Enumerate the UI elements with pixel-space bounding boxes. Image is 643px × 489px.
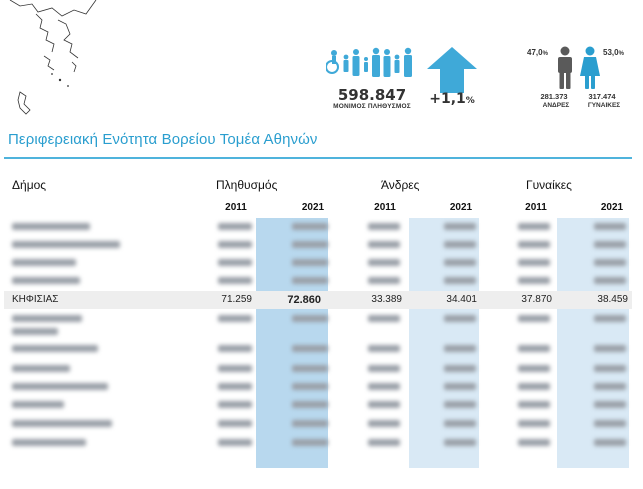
male-percentage: 47,0% (527, 48, 548, 57)
region-map (9, 0, 97, 115)
male-pct-sign: % (542, 51, 548, 57)
male-count: 281.373 (540, 92, 568, 101)
blurred-row (4, 274, 632, 290)
female-pct-sign: % (618, 51, 624, 57)
region-title: Περιφερειακή Ενότητα Βορείου Τομέα Αθηνώ… (8, 131, 318, 148)
female-label: ΓΥΝΑΙΚΕΣ (587, 102, 621, 109)
blurred-row (4, 238, 632, 254)
blurred-row (4, 398, 632, 414)
col-women: Γυναίκες (526, 178, 572, 192)
female-percentage: 53,0% (603, 48, 624, 57)
blurred-row (4, 436, 632, 452)
blurred-row (4, 417, 632, 433)
title-divider (4, 157, 632, 159)
municipality-name: ΚΗΦΙΣΙΑΣ (12, 294, 59, 305)
col-municipality: Δήμος (12, 178, 47, 192)
male-pct-value: 47,0 (527, 48, 543, 57)
pop-2021-value: 72.860 (287, 294, 321, 306)
blurred-row (4, 256, 632, 272)
men-2011-value: 33.389 (371, 294, 402, 305)
blurred-row (4, 220, 632, 236)
male-icon (558, 46, 572, 89)
male-label: ΑΝΔΡΕΣ (542, 102, 570, 109)
blurred-row (4, 380, 632, 396)
population-change: +1,1% (426, 91, 478, 107)
col-men: Άνδρες (381, 178, 420, 192)
year-pop-2011: 2011 (225, 202, 247, 213)
blurred-row (4, 362, 632, 378)
year-men-2021: 2021 (449, 202, 473, 213)
year-women-2011: 2011 (525, 202, 547, 213)
year-pop-2021: 2021 (301, 202, 325, 213)
col-population: Πληθυσμός (216, 178, 278, 192)
female-count: 317.474 (588, 92, 616, 101)
female-icon (580, 46, 600, 89)
population-total: 598.847 (337, 86, 407, 104)
change-unit: % (465, 96, 475, 106)
population-caption: ΜΟΝΙΜΟΣ ΠΛΗΘΥΣΜΟΣ (333, 103, 411, 110)
pop-2011-value: 71.259 (221, 294, 252, 305)
year-women-2021: 2021 (600, 202, 624, 213)
blurred-row (4, 342, 632, 358)
population-icon (326, 47, 412, 77)
female-pct-value: 53,0 (603, 48, 619, 57)
year-men-2011: 2011 (374, 202, 396, 213)
table-row-kifisias: ΚΗΦΙΣΙΑΣ 71.259 72.860 33.389 34.401 37.… (4, 291, 632, 309)
arrow-up-icon (427, 47, 477, 93)
change-value: +1,1 (429, 91, 466, 107)
women-2011-value: 37.870 (521, 294, 552, 305)
men-2021-value: 34.401 (446, 294, 477, 305)
women-2021-value: 38.459 (597, 294, 628, 305)
blurred-row (4, 312, 632, 338)
